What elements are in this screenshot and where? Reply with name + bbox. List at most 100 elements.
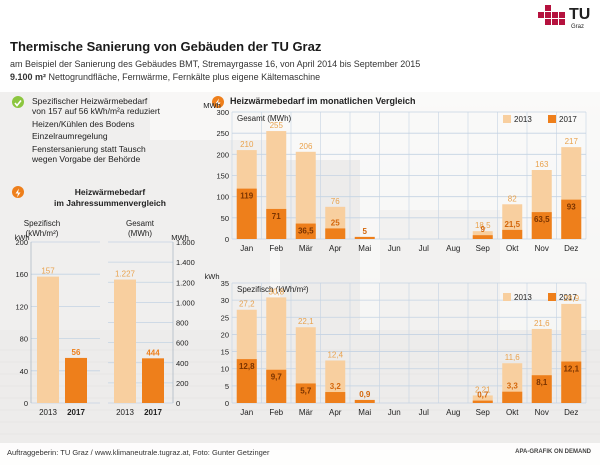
annual-total-tick-label: 1.200: [176, 278, 195, 287]
monthly-spec-legend-swatch-2013: [503, 293, 511, 301]
monthly-total-bar-2017: [354, 236, 375, 239]
monthly-spec-tick-label: 5: [225, 382, 229, 391]
monthly-total-category-label: Nov: [535, 244, 549, 253]
monthly-spec-unit-label: kWh: [205, 272, 220, 281]
monthly-total-legend-swatch-2017: [548, 115, 556, 123]
monthly-total-value-label-2017: 119: [240, 192, 253, 201]
annual-panel-label-line1: Spezifisch: [24, 219, 60, 228]
monthly-total-tick-label: 50: [221, 214, 229, 223]
monthly-spec-category-label: Apr: [329, 408, 342, 417]
lightning-icon-annual: [12, 186, 24, 198]
monthly-spec-value-label-2013: 21,6: [534, 319, 550, 328]
monthly-total-tick-label: 150: [216, 172, 229, 181]
annual-total-tick-label: 800: [176, 319, 189, 328]
annual-bar-2017: [142, 358, 164, 403]
monthly-total-legend-swatch-2013: [503, 115, 511, 123]
monthly-spec-value-label-2013: 11,6: [505, 353, 521, 362]
monthly-total-bar-2017: [295, 223, 316, 239]
annual-spec-tick-label: 160: [15, 270, 28, 279]
monthly-total-tick-label: 300: [216, 108, 229, 117]
monthly-spec-bar-2017: [325, 392, 346, 403]
monthly-total-category-label: Jun: [388, 244, 401, 253]
annual-bar-2013: [37, 276, 59, 403]
bullet-room-control: Einzelraumregelung: [32, 131, 108, 141]
monthly-total-category-label: Mär: [299, 244, 313, 253]
monthly-total-bar-2017: [502, 229, 523, 239]
lightning-icon-monthly: [212, 96, 224, 108]
monthly-spec-value-label-2017: 3,3: [507, 382, 519, 391]
monthly-total-subtitle: Gesamt (MWh): [237, 114, 292, 123]
annual-value-label: 56: [72, 348, 81, 357]
monthly-spec-category-label: Jul: [419, 408, 429, 417]
monthly-total-value-label-2013: 18,5: [475, 221, 491, 230]
annual-panel-label-line2: (kWh/m²): [26, 229, 59, 238]
monthly-spec-bar-2017: [236, 359, 257, 403]
monthly-total-value-label-2013: 82: [508, 194, 517, 203]
monthly-total-tick-label: 0: [225, 235, 229, 244]
annual-spec-tick-label: 40: [20, 367, 28, 376]
annual-panel-label-line1: Gesamt: [126, 219, 155, 228]
monthly-total-bar-2017: [266, 208, 287, 239]
annual-unit-label: MWh: [171, 233, 189, 242]
monthly-spec-category-label: Mär: [299, 408, 313, 417]
subtitle-line-1: am Beispiel der Sanierung des Gebäudes B…: [10, 59, 421, 69]
monthly-spec-category-label: Sep: [476, 408, 491, 417]
bullet-windows-line2: wegen Vorgabe der Behörde: [32, 154, 141, 164]
monthly-spec-category-label: Nov: [535, 408, 549, 417]
monthly-total-value-label-2017: 25: [331, 218, 340, 227]
bullet-heat-demand-line2: von 157 auf 56 kWh/m²a reduziert: [32, 106, 161, 116]
annual-bar-2017: [65, 357, 87, 403]
annual-value-label: 444: [146, 348, 160, 357]
bullet-heat-demand: Spezifischer Heizwärmebedarf von 157 auf…: [32, 96, 160, 116]
monthly-spec-bar-2013: [472, 395, 493, 403]
monthly-spec-value-label-2017: 8,1: [536, 378, 548, 387]
monthly-spec-bar-2017: [266, 369, 287, 403]
annual-value-label: 1.227: [115, 270, 136, 279]
monthly-total-value-label-2013: 255: [270, 121, 284, 130]
monthly-spec-value-label-2017: 0,9: [359, 390, 371, 399]
monthly-total-bar-2017: [236, 188, 257, 239]
monthly-spec-value-label-2013: 30,8: [268, 287, 284, 296]
monthly-spec-bar-2017: [531, 375, 552, 403]
monthly-spec-legend-label-2017: 2017: [559, 293, 577, 302]
monthly-total-value-label-2013: 210: [240, 140, 254, 149]
monthly-spec-tick-label: 0: [225, 399, 229, 408]
monthly-total-tick-label: 250: [216, 129, 229, 138]
monthly-total-value-label-2013: 217: [565, 137, 579, 146]
monthly-spec-value-label-2017: 9,7: [271, 373, 283, 382]
monthly-total-value-label-2017: 63,5: [534, 215, 550, 224]
monthly-total-category-label: Feb: [269, 244, 283, 253]
annual-total-tick-label: 400: [176, 359, 189, 368]
monthly-total-tick-label: 100: [216, 193, 229, 202]
annual-value-label: 157: [41, 267, 55, 276]
footer-agency: APA-GRAFIK ON DEMAND: [515, 449, 591, 455]
monthly-total-bar-2017: [531, 212, 552, 239]
monthly-spec-value-label-2013: 2,21: [475, 385, 491, 394]
monthly-spec-bar-2017: [561, 361, 582, 403]
check-icon: [12, 96, 24, 108]
monthly-spec-value-label-2013: 28,9: [563, 294, 579, 303]
monthly-total-value-label-2013: 163: [535, 160, 549, 169]
annual-total-tick-label: 1.600: [176, 238, 195, 247]
monthly-spec-legend-label-2013: 2013: [514, 293, 532, 302]
annual-unit-label: kWh: [15, 233, 30, 242]
monthly-spec-tick-label: 25: [221, 313, 229, 322]
monthly-spec-value-label-2017: 0,7: [477, 391, 489, 400]
page-title: Thermische Sanierung von Gebäuden der TU…: [10, 39, 322, 54]
monthly-spec-tick-label: 35: [221, 279, 229, 288]
annual-category-label: 2013: [116, 408, 134, 417]
monthly-total-category-label: Sep: [476, 244, 491, 253]
bullet-windows-line1: Fenstersanierung statt Tausch: [32, 144, 146, 154]
annual-spec-tick-label: 80: [20, 335, 28, 344]
bullet-heat-demand-line1: Spezifischer Heizwärmebedarf: [32, 96, 148, 106]
annual-total-tick-label: 1.400: [176, 258, 195, 267]
monthly-spec-value-label-2013: 12,4: [327, 350, 343, 359]
monthly-spec-value-label-2013: 27,2: [239, 300, 255, 309]
monthly-total-legend-label-2017: 2017: [559, 115, 577, 124]
monthly-total-bar-2017: [561, 199, 582, 239]
annual-spec-tick-label: 0: [24, 399, 28, 408]
monthly-spec-tick-label: 30: [221, 296, 229, 305]
